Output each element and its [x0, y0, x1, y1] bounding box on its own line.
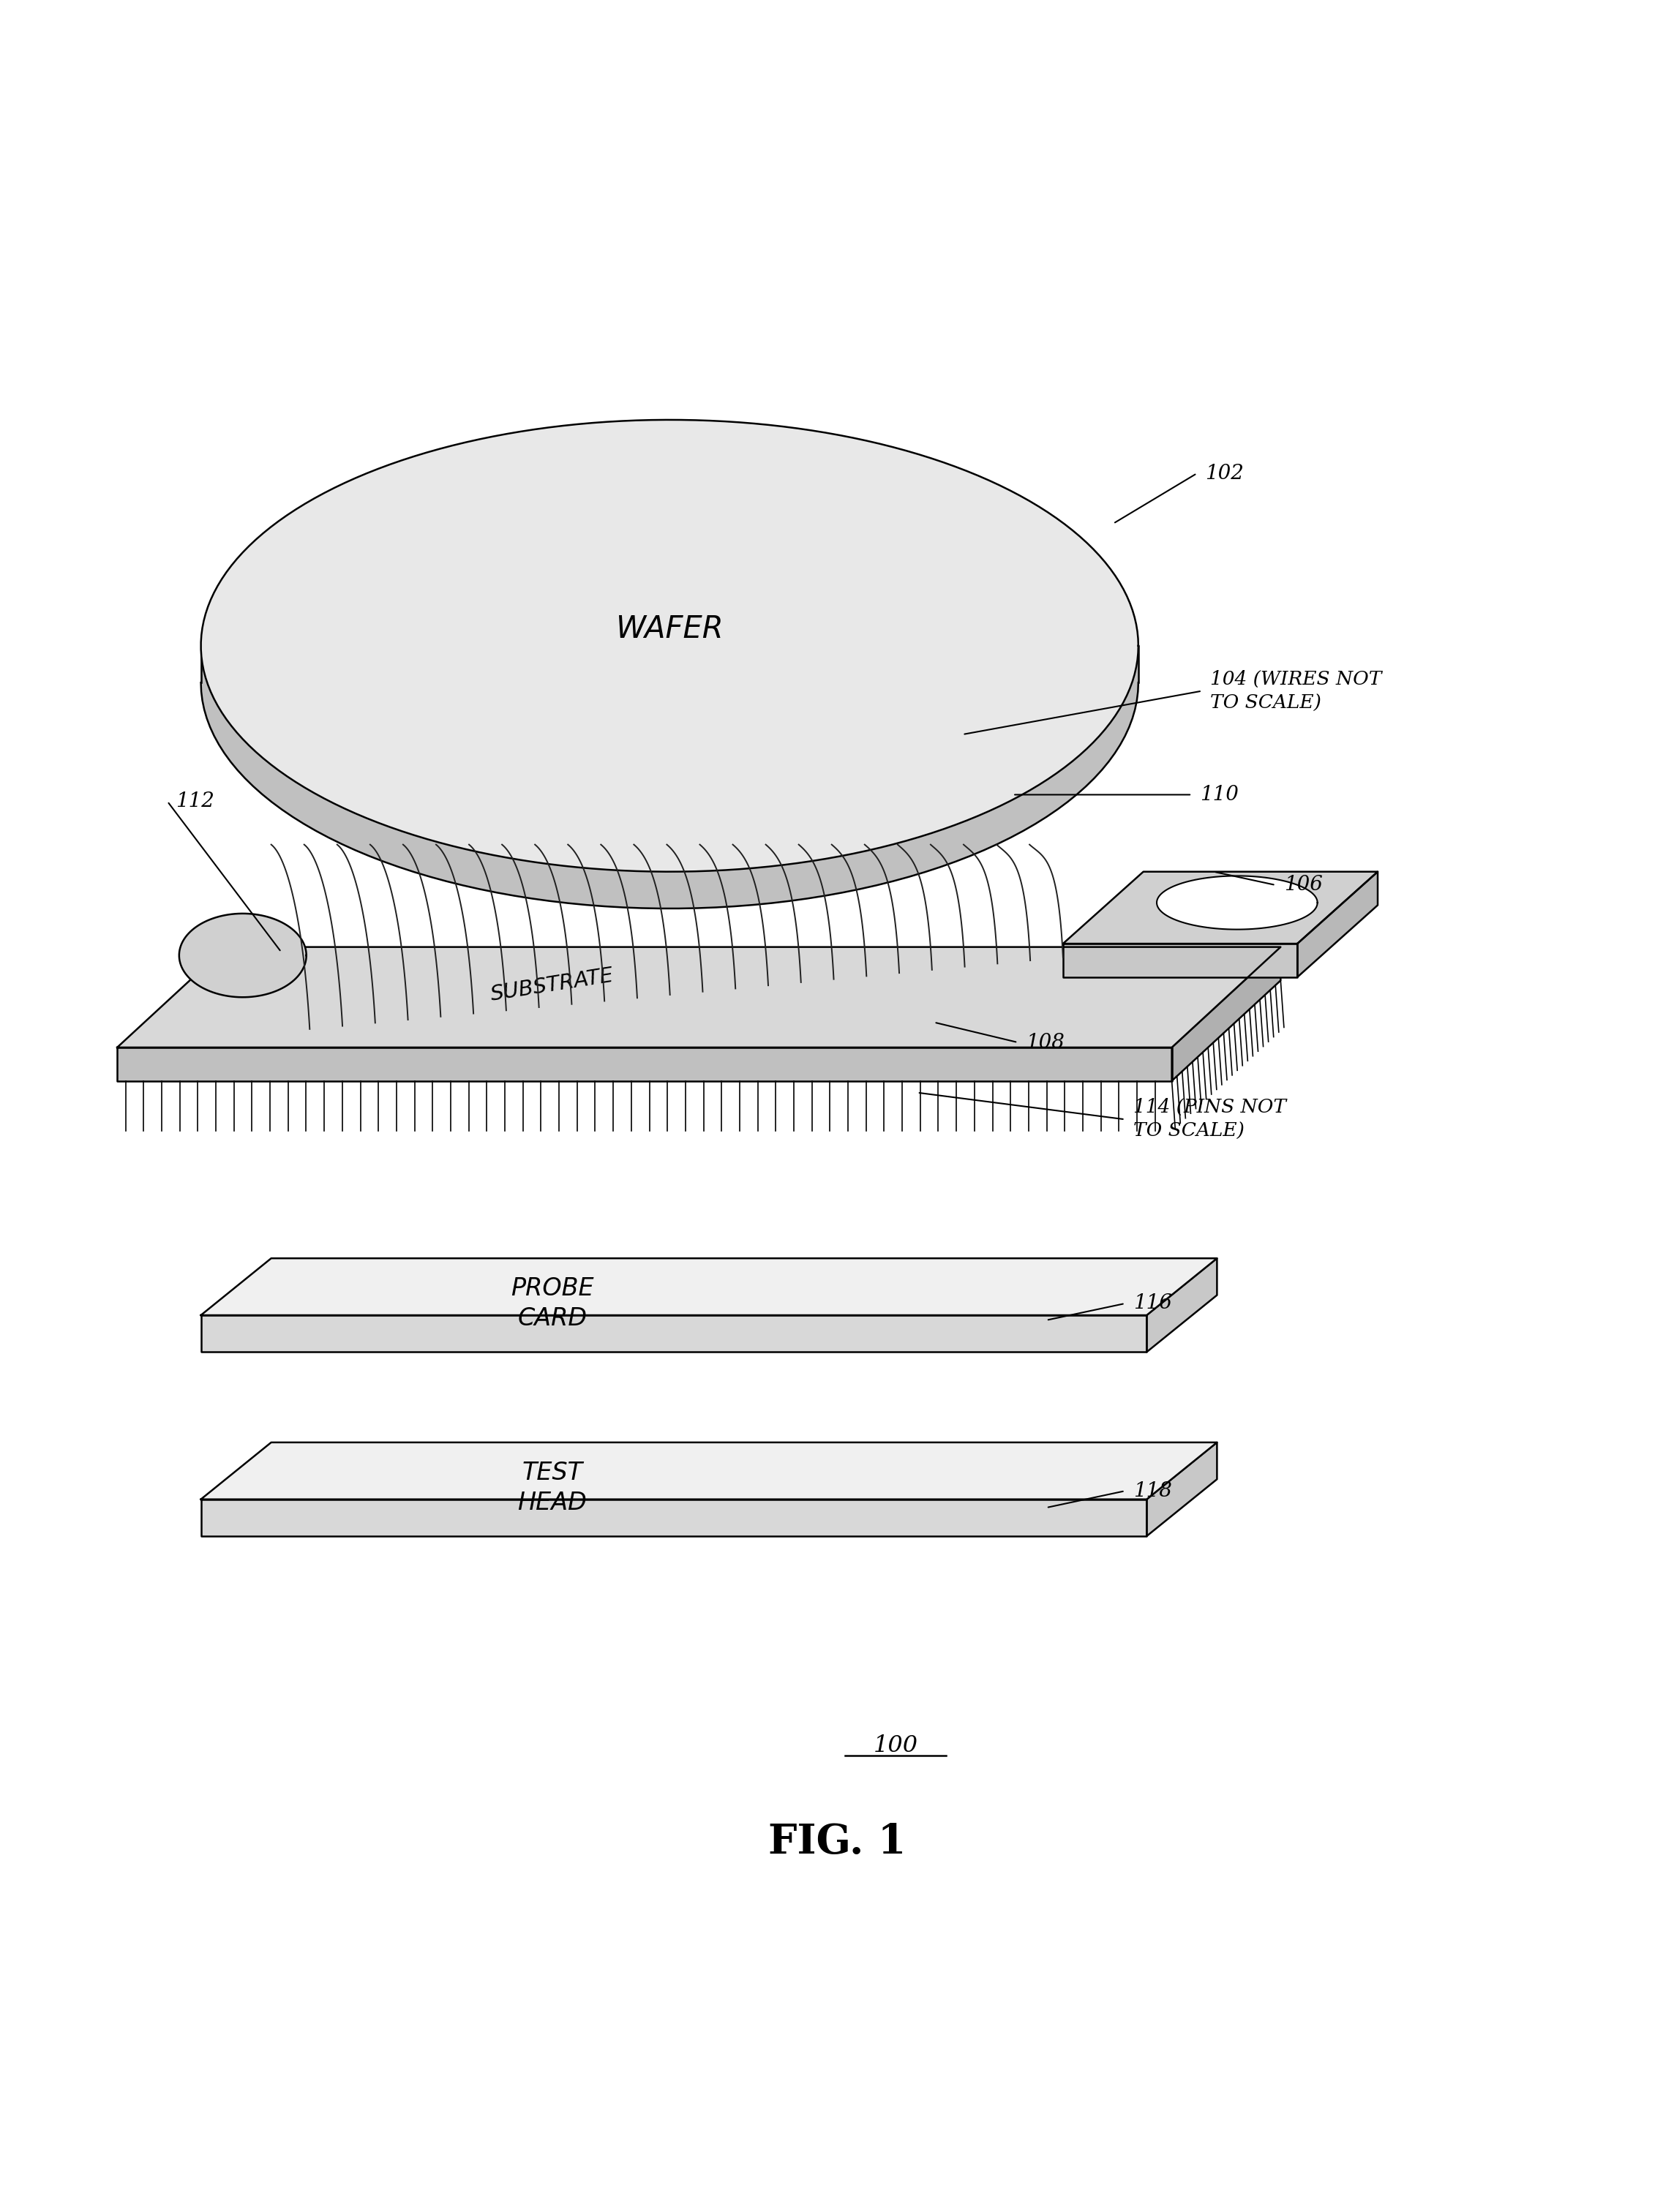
Text: WAFER: WAFER [616, 613, 723, 644]
Polygon shape [117, 947, 1281, 1048]
Polygon shape [117, 1048, 1172, 1082]
Text: 102: 102 [1205, 465, 1244, 482]
Polygon shape [201, 1500, 1147, 1535]
Polygon shape [201, 646, 1138, 909]
Polygon shape [1063, 945, 1297, 978]
Polygon shape [179, 914, 306, 998]
Polygon shape [1297, 872, 1378, 978]
Text: 108: 108 [1026, 1033, 1065, 1053]
Text: 100: 100 [874, 1734, 917, 1756]
Polygon shape [201, 1316, 1147, 1352]
Polygon shape [1147, 1259, 1217, 1352]
Polygon shape [1063, 872, 1378, 945]
Text: PROBE
CARD: PROBE CARD [511, 1276, 594, 1329]
Text: 106: 106 [1284, 876, 1322, 896]
Text: 104 (WIRES NOT
TO SCALE): 104 (WIRES NOT TO SCALE) [1210, 670, 1381, 712]
Text: 116: 116 [1133, 1294, 1172, 1314]
Text: 112: 112 [176, 792, 214, 812]
Text: SUBSTRATE: SUBSTRATE [489, 967, 616, 1006]
Text: 118: 118 [1133, 1482, 1172, 1500]
Text: 110: 110 [1200, 785, 1239, 805]
Text: FIG. 1: FIG. 1 [768, 1823, 906, 1863]
Polygon shape [201, 1259, 1217, 1316]
Polygon shape [201, 1442, 1217, 1500]
Polygon shape [1147, 1442, 1217, 1535]
Polygon shape [1172, 947, 1281, 1082]
Polygon shape [201, 420, 1138, 872]
Text: TEST
HEAD: TEST HEAD [517, 1460, 588, 1515]
Text: 114 (PINS NOT
TO SCALE): 114 (PINS NOT TO SCALE) [1133, 1097, 1286, 1141]
Polygon shape [1157, 876, 1317, 929]
